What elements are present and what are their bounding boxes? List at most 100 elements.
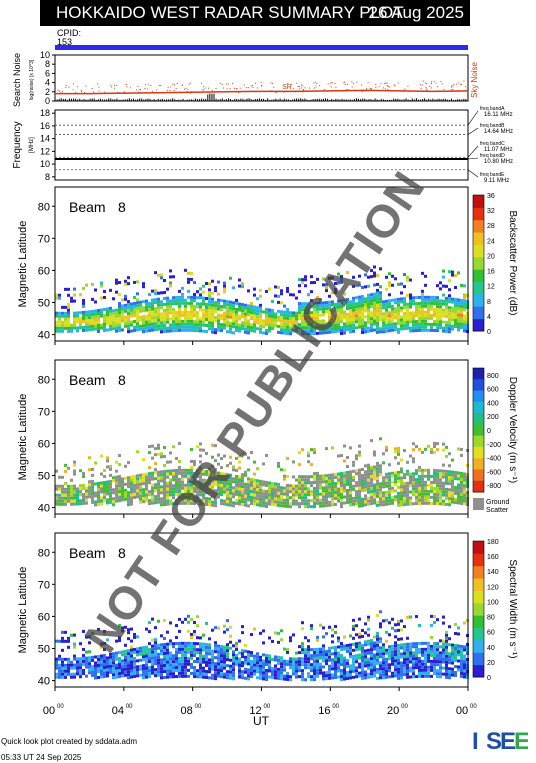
heatmap-width-cell [253, 627, 256, 631]
heatmap-power-cell [352, 311, 355, 315]
heatmap-velocity-cell [391, 489, 394, 493]
heatmap-width-cell [265, 659, 268, 663]
heatmap-power-cell [259, 324, 262, 328]
heatmap-velocity-cell [130, 487, 133, 491]
noise-scatter-dot [451, 86, 453, 88]
heatmap-power-cell [229, 306, 232, 310]
heatmap-velocity-cell [214, 480, 217, 484]
heatmap-velocity-cell [289, 505, 292, 509]
heatmap-power-cell [178, 298, 181, 302]
heatmap-velocity-cell [202, 448, 205, 452]
heatmap-width-cell [100, 666, 103, 670]
heatmap-width-cell [109, 670, 112, 674]
heatmap-power-cell [286, 286, 289, 290]
heatmap-power-cell [424, 328, 427, 332]
heatmap-power-cell [196, 305, 199, 309]
heatmap-velocity-cell [229, 491, 232, 495]
heatmap-width-cell [379, 610, 382, 614]
heatmap-power-cell [121, 307, 124, 311]
heatmap-velocity-cell [235, 477, 238, 481]
heatmap-velocity-cell [256, 497, 259, 501]
heatmap-width-cell [400, 643, 403, 647]
noise-scatter-dot [452, 85, 454, 87]
heatmap-width-cell [436, 657, 439, 661]
heatmap-power-cell [391, 298, 394, 302]
heatmap-power-cell [286, 310, 289, 314]
heatmap-power-cell [223, 287, 226, 291]
heatmap-power-cell [304, 314, 307, 318]
freq-band-value: 9.11 MHz [484, 178, 509, 184]
heatmap-width-cell [448, 643, 451, 647]
heatmap-velocity-cell [331, 491, 334, 495]
heatmap-width-cell [289, 657, 292, 661]
heatmap-velocity-cell [91, 479, 94, 483]
heatmap-width-cell [181, 644, 184, 648]
heatmap-width-cell [79, 672, 82, 676]
heatmap-velocity-cell [442, 490, 445, 494]
heatmap-width-cell [175, 636, 178, 640]
heatmap-width-cell [184, 644, 187, 648]
heatmap-width-cell [115, 639, 118, 643]
heatmap-velocity-cell [325, 486, 328, 490]
heatmap-power-cell [445, 305, 448, 309]
heatmap-velocity-cell [433, 480, 436, 484]
heatmap-power-cell [349, 324, 352, 328]
heatmap-width-cell [157, 664, 160, 668]
heatmap-velocity-cell [73, 487, 76, 491]
heatmap-velocity-cell [172, 478, 175, 482]
heatmap-velocity-cell [184, 486, 187, 490]
heatmap-power-cell [451, 306, 454, 310]
heatmap-power-cell [61, 323, 64, 327]
heatmap-velocity-cell [343, 480, 346, 484]
heatmap-power-cell [448, 306, 451, 310]
heatmap-power-cell [178, 310, 181, 314]
heatmap-velocity-cell [151, 444, 154, 448]
heatmap-width-cell [397, 637, 400, 641]
heatmap-power-cell [379, 294, 382, 298]
heatmap-width-cell [289, 636, 292, 640]
heatmap-velocity-cell [373, 492, 376, 496]
heatmap-power-cell [193, 311, 196, 315]
heatmap-width-cell [448, 670, 451, 674]
heatmap-velocity-cell [73, 502, 76, 506]
noise-scatter-dot [420, 87, 422, 89]
heatmap-width-cell [205, 642, 208, 646]
heatmap-width-cell [364, 661, 367, 665]
heatmap-velocity-cell [94, 503, 97, 507]
heatmap-velocity-cell [430, 483, 433, 487]
heatmap-width-cell [121, 671, 124, 675]
heatmap-velocity-cell [412, 457, 415, 461]
heatmap-velocity-cell [262, 495, 265, 499]
heatmap-velocity-cell [181, 498, 184, 502]
heatmap-power-cell [412, 299, 415, 303]
heatmap-width-cell [454, 671, 457, 675]
heatmap-power-cell [319, 307, 322, 311]
heatmap-power-cell [259, 321, 262, 325]
heatmap-velocity-cell [106, 456, 109, 460]
heatmap-velocity-cell [325, 477, 328, 481]
heatmap-width-cell [148, 642, 151, 646]
heatmap-velocity-cell [193, 478, 196, 482]
heatmap-velocity-cell [85, 495, 88, 499]
heatmap-width-cell [430, 662, 433, 666]
heatmap-width-cell [130, 651, 133, 655]
heatmap-power-cell [424, 298, 427, 302]
heatmap-velocity-cell [205, 481, 208, 485]
heatmap-power-cell [184, 319, 187, 323]
noise-ylabel-sub: log(noise) [x 10^3] [29, 59, 35, 100]
heatmap-width-cell [244, 658, 247, 662]
heatmap-power-cell [340, 326, 343, 330]
heatmap-width-cell [196, 675, 199, 679]
heatmap-velocity-cell [238, 475, 241, 479]
heatmap-power-cell [148, 329, 151, 333]
heatmap-width-cell [319, 647, 322, 651]
heatmap-velocity-cell [289, 487, 292, 491]
heatmap-power-cell [400, 315, 403, 319]
heatmap-power-cell [82, 304, 85, 308]
heatmap-width-cell [412, 669, 415, 673]
heatmap-velocity-cell [409, 472, 412, 476]
heatmap-velocity-cell [241, 503, 244, 507]
heatmap-velocity-cell [349, 503, 352, 507]
noise-scatter-dot [389, 86, 391, 88]
heatmap-width-cell [196, 660, 199, 664]
